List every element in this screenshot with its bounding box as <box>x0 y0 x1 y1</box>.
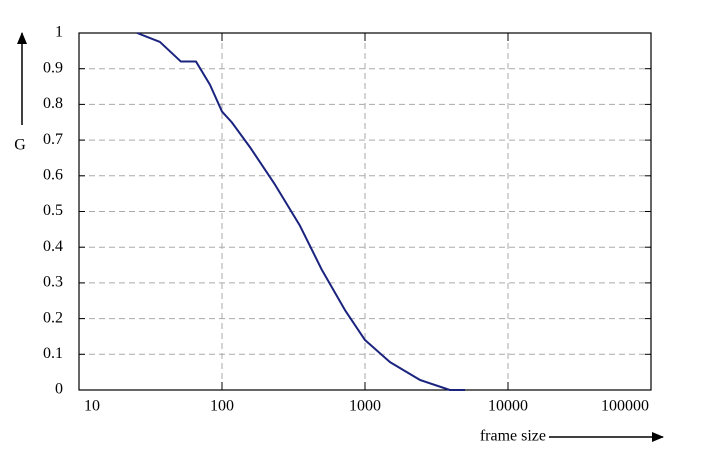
x-tick-label: 1000 <box>349 398 381 415</box>
y-tick-label: 0 <box>55 381 63 398</box>
y-tick-label: 0.1 <box>43 345 63 362</box>
y-tick-label: 0.6 <box>43 166 63 183</box>
y-tick-label: 0.9 <box>43 59 63 76</box>
y-tick-label: 0.3 <box>43 274 63 291</box>
y-tick-label: 0.7 <box>43 131 63 148</box>
plot-area: 0 0.1 0.2 0.3 0.4 0.5 0.6 0.7 0.8 0.9 1 10 100 1000 10… <box>43 24 652 415</box>
y-tick-label: 1 <box>55 24 63 41</box>
x-axis-label: frame size <box>480 428 546 445</box>
y-tick-label: 0.5 <box>43 202 63 219</box>
x-tick-label: 10 <box>84 398 100 415</box>
y-tick-label: 0.4 <box>43 238 63 255</box>
x-tick-label: 10000 <box>488 398 528 415</box>
plot-frame <box>78 32 652 391</box>
y-axis-label: G <box>14 137 26 154</box>
y-tick-label: 0.8 <box>43 95 63 112</box>
x-tick-label: 100000 <box>601 398 649 415</box>
x-tick-label: 100 <box>210 398 234 415</box>
data-line <box>136 32 465 391</box>
y-tick-label: 0.2 <box>43 309 63 326</box>
